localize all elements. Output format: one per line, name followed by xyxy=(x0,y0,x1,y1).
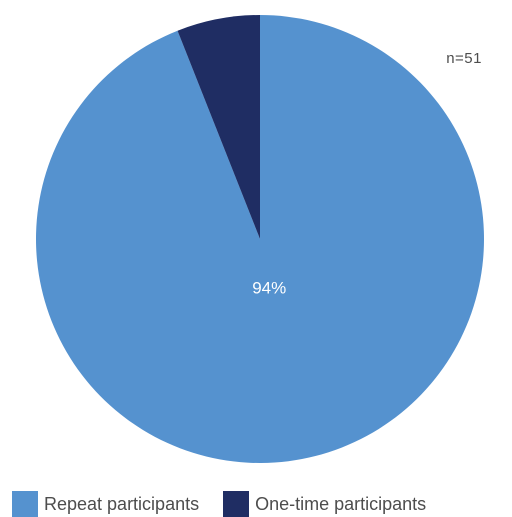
legend-item-repeat-participants: Repeat participants xyxy=(12,491,199,517)
pie-slice-one-time-participants xyxy=(177,14,260,239)
legend-label-repeat-participants: Repeat participants xyxy=(44,493,200,514)
legend-item-one-time-participants: One-time participants xyxy=(223,491,426,517)
legend-swatch-one-time-participants xyxy=(223,491,250,517)
data-label-repeat-participants: 94% xyxy=(252,278,286,297)
legend-swatch-repeat-participants xyxy=(12,491,38,517)
legend-label-one-time-participants: One-time participants xyxy=(255,493,427,514)
chart-legend: Repeat participants One-time participant… xyxy=(12,491,450,517)
sample-size-note: n=51 xyxy=(446,50,482,67)
